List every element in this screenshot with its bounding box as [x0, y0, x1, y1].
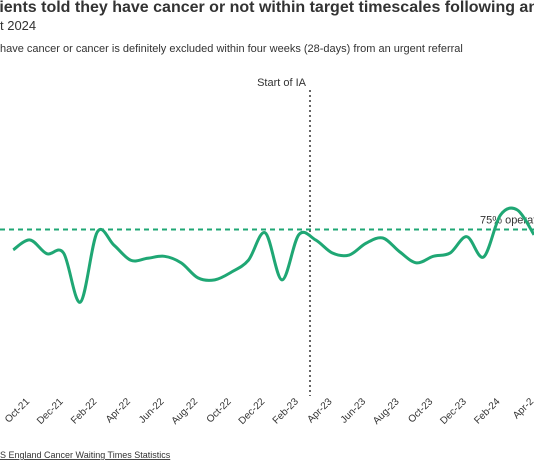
x-tick-label: Feb-24 — [472, 396, 502, 426]
source: S England Cancer Waiting Times Statistic… — [0, 450, 171, 460]
x-tick-label: Dec-22 — [237, 396, 268, 427]
annotation: Start of IA — [257, 77, 307, 89]
x-tick-label: Feb-23 — [271, 396, 301, 426]
x-tick-label: Dec-21 — [35, 396, 66, 427]
x-tick-label: Jun-23 — [339, 396, 369, 426]
x-tick-label: Apr-23 — [306, 396, 335, 425]
x-tick-label: Oct-23 — [406, 396, 435, 425]
data-line — [12, 206, 534, 304]
x-tick-label: Oct-21 — [3, 396, 32, 425]
chart-description: have cancer or cancer is definitely excl… — [0, 43, 463, 55]
target-label: 75% operat — [480, 215, 534, 227]
x-tick-label: Feb-22 — [69, 396, 99, 426]
chart-title: tients told they have cancer or not with… — [0, 0, 534, 16]
x-tick-label: Oct-22 — [205, 396, 234, 425]
chart-subtitle: t 2024 — [0, 18, 36, 33]
x-tick-label: Jun-22 — [137, 396, 167, 426]
x-tick-label: Aug-23 — [371, 396, 402, 427]
x-tick-label: Dec-23 — [438, 396, 469, 427]
x-tick-label: Aug-22 — [170, 396, 201, 427]
x-tick-label: Apr-2 — [511, 396, 534, 421]
x-tick-label: Apr-22 — [104, 396, 133, 425]
